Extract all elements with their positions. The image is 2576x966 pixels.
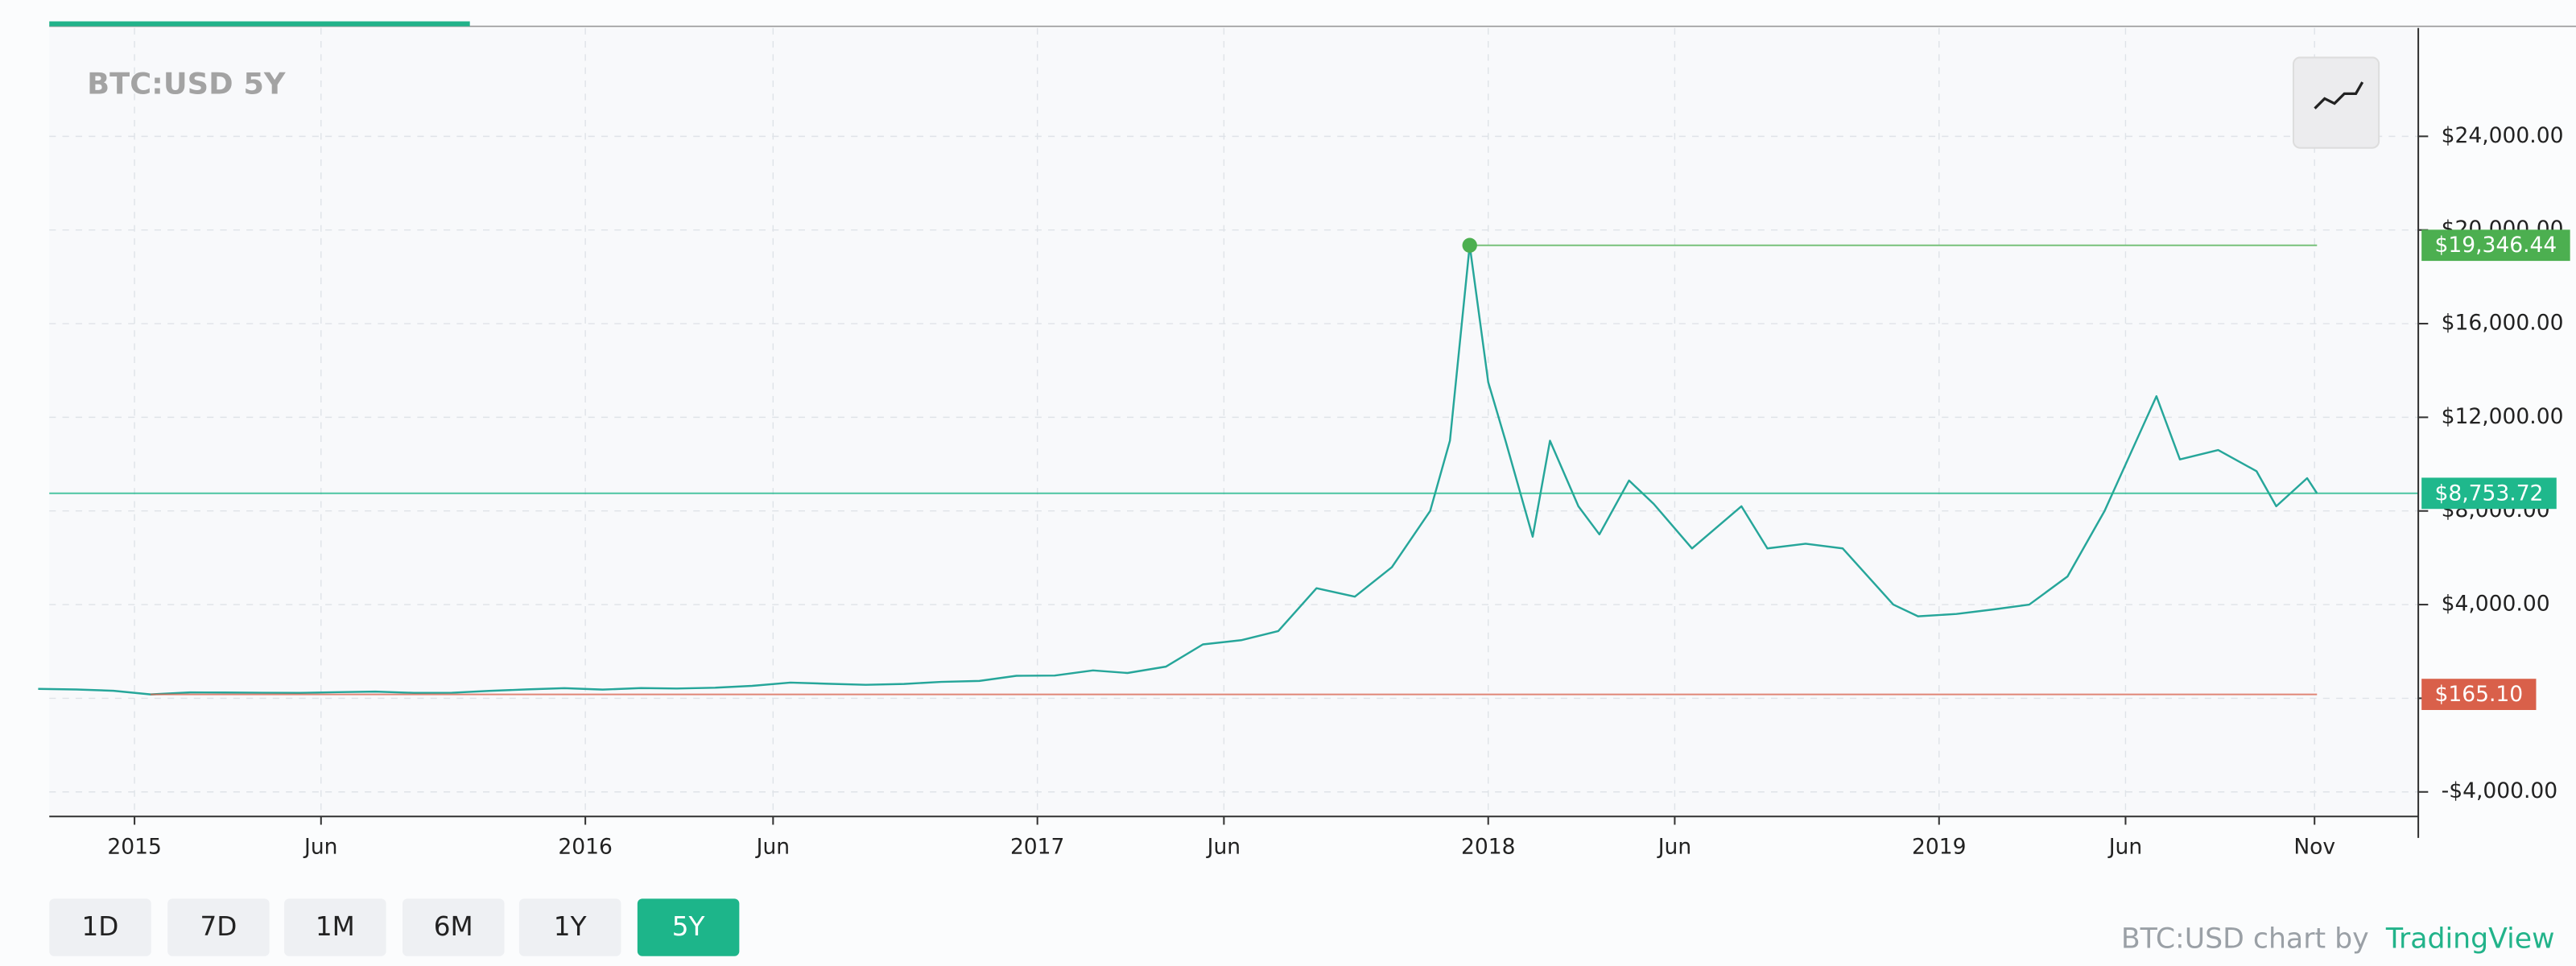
price-badge: $19,346.44 (2421, 229, 2570, 262)
chart-title: BTC:USD 5Y (87, 67, 286, 101)
y-tick-label: $12,000.00 (2442, 404, 2564, 429)
badge-bg (2421, 679, 2537, 710)
badge-bg (2421, 477, 2557, 510)
range-button[interactable] (167, 898, 270, 956)
range-button-label[interactable]: 1M (316, 911, 355, 942)
x-tick-label: Nov (2293, 835, 2335, 860)
range-button-label[interactable]: 1D (82, 911, 119, 942)
x-tick-label: 2015 (107, 835, 161, 860)
range-buttons: 1D 7D 1M 6M 1Y 5Y (49, 898, 740, 956)
plot-area (49, 27, 2419, 817)
peak-dot (1462, 237, 1477, 253)
x-tick-label: Jun (755, 835, 790, 860)
x-tick-label: 2018 (1461, 835, 1515, 860)
attribution-text: BTC:USD chart by (2121, 923, 2369, 955)
y-tick-label: $16,000.00 (2442, 311, 2564, 336)
range-button[interactable] (402, 898, 505, 956)
badge-label: $19,346.44 (2434, 233, 2557, 258)
badge-label: $8,753.72 (2434, 481, 2543, 506)
badge-bg (2421, 229, 2570, 262)
price-badge: $8,753.72 (2421, 477, 2557, 510)
y-tick-label: $24,000.00 (2442, 123, 2564, 148)
price-badge: $165.10 (2421, 679, 2537, 710)
price-line (38, 244, 2318, 696)
y-tick-label: -$4,000.00 (2442, 778, 2558, 803)
range-button-label[interactable]: 5Y (672, 911, 705, 942)
grid (49, 27, 2429, 825)
range-button[interactable] (637, 898, 740, 956)
x-tick-label: Jun (2107, 835, 2142, 860)
x-tick-label: Jun (1657, 835, 1691, 860)
range-button-label[interactable]: 6M (434, 911, 473, 942)
marks (38, 237, 2419, 696)
attribution: BTC:USD chart by TradingView (2121, 923, 2555, 955)
range-button[interactable] (284, 898, 386, 956)
range-button[interactable] (518, 898, 621, 956)
x-tick-label: 2019 (1912, 835, 1966, 860)
attribution-link[interactable]: TradingView (2385, 923, 2555, 955)
line-icon[interactable] (2314, 81, 2364, 109)
range-button-label[interactable]: 1Y (554, 911, 587, 942)
y-tick-label: $4,000.00 (2442, 592, 2550, 617)
x-tick-label: 2016 (558, 835, 612, 860)
x-tick-label: Jun (1206, 835, 1241, 860)
tab-indicator (49, 21, 470, 27)
badge-label: $165.10 (2434, 682, 2523, 707)
x-tick-label: Jun (303, 835, 337, 860)
range-button-label[interactable]: 7D (200, 911, 237, 942)
range-button[interactable] (49, 898, 151, 956)
chart-style-button[interactable] (2292, 56, 2380, 149)
x-tick-label: 2017 (1010, 835, 1064, 860)
